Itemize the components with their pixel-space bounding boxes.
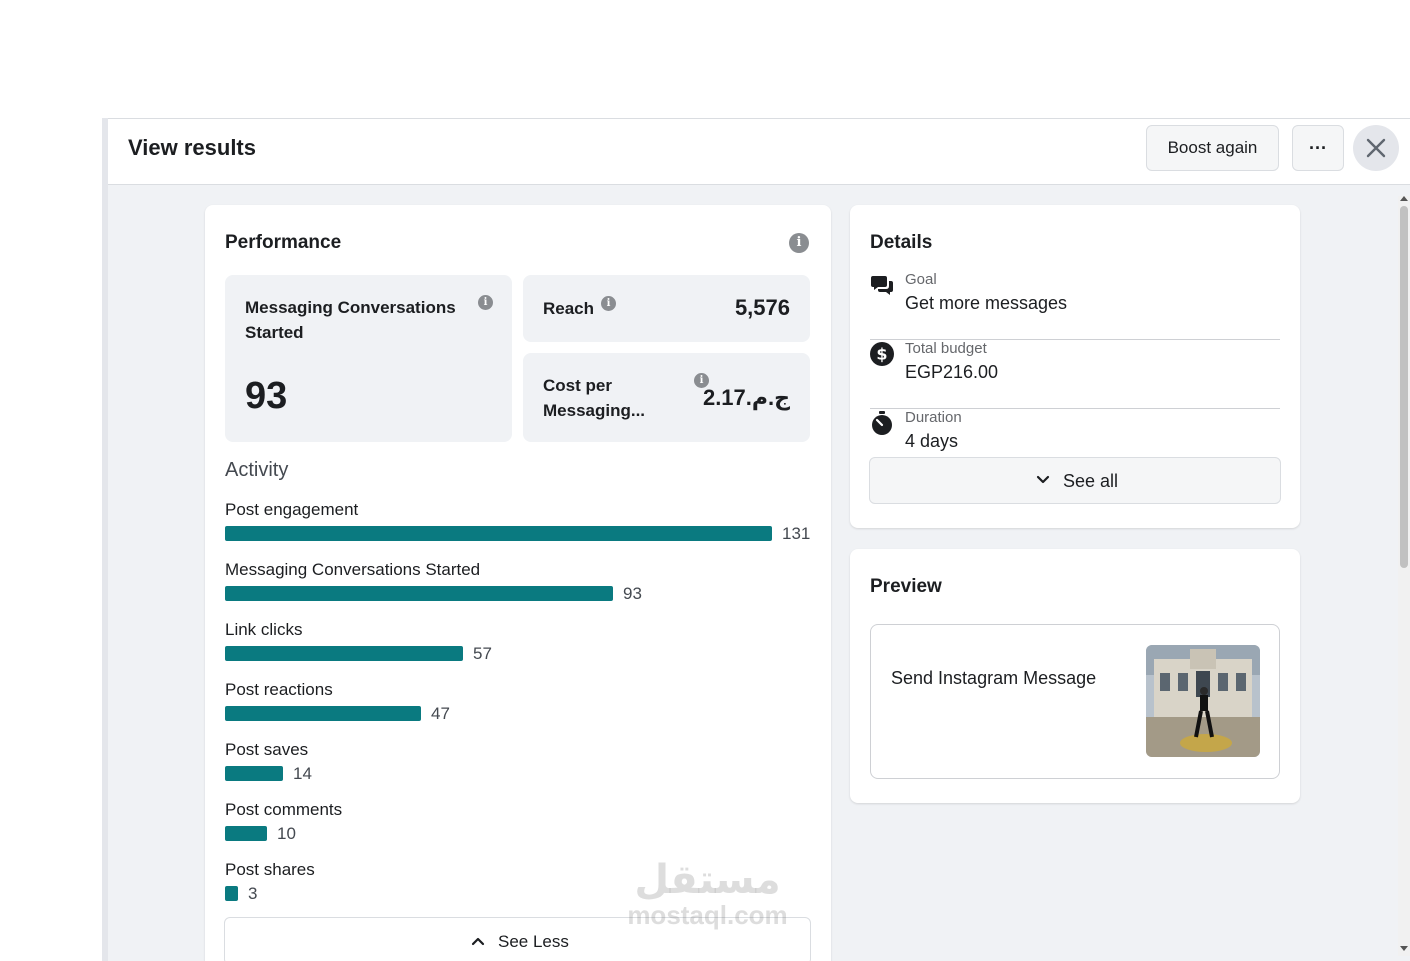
metric-value: 93 [245,375,288,417]
close-button[interactable] [1353,125,1399,171]
activity-row: Link clicks 57 [225,620,815,680]
activity-row: Post engagement 131 [225,500,815,560]
activity-row: Post saves 14 [225,740,815,800]
detail-value: EGP216.00 [905,362,999,382]
chat-bubbles-icon [871,276,893,295]
metric-label: Reach [543,299,595,318]
activity-bar [225,766,283,781]
activity-bar [225,706,421,721]
activity-row: Post reactions 47 [225,680,815,740]
see-all-button[interactable]: See all [869,457,1281,504]
info-icon[interactable]: i [601,296,616,311]
close-icon [1366,138,1386,158]
activity-label: Post saves [225,740,309,759]
scrollbar[interactable] [1398,196,1410,956]
activity-value: 14 [293,764,312,783]
activity-bar [225,586,613,601]
metric-label: Cost per Messaging... [543,376,646,420]
activity-value: 57 [473,644,492,663]
view-results-dialog: View results Boost again ··· Performance… [108,118,1410,961]
scroll-thumb[interactable] [1400,206,1408,568]
metric-value: 5,576 [734,295,790,320]
activity-value: 93 [623,584,642,603]
performance-card: Performance i Messaging Conversations St… [205,205,831,961]
see-all-label: See all [1063,471,1119,491]
info-icon[interactable]: i [789,233,809,253]
activity-bar [225,646,463,661]
metric-reach: Reach i 5,576 [523,275,810,342]
activity-title: Activity [225,459,289,481]
detail-value: 4 days [905,431,959,451]
detail-label: Total budget [905,340,987,357]
dollar-icon: $ [870,342,894,366]
activity-label: Link clicks [225,620,303,639]
background-page-edge [102,118,108,961]
activity-value: 131 [782,524,811,543]
detail-goal: Goal Get more messages [870,271,1280,340]
ad-thumbnail-image [1146,645,1260,757]
see-less-button[interactable]: See Less [224,917,811,961]
performance-title: Performance [225,232,342,253]
activity-bar [225,526,772,541]
metric-value: 2.17ج.م.‏ [702,385,790,410]
detail-total-budget: $ Total budget EGP216.00 [870,340,1280,409]
metric-label: Messaging Conversations Started [245,298,456,342]
activity-label: Messaging Conversations Started [225,560,481,579]
activity-bar [225,826,267,841]
details-card: Details Goal Get more messages $ Total b… [850,205,1300,528]
activity-label: Post shares [225,860,315,879]
dialog-header: View results Boost again ··· [108,119,1410,185]
scroll-down-arrow[interactable] [1400,946,1408,951]
activity-value: 47 [431,704,450,723]
metric-cost-per-messaging: Cost per Messaging... i 2.17ج.م.‏ [523,353,810,442]
scroll-up-arrow[interactable] [1400,196,1408,201]
preview-text: Send Instagram Message [891,668,1097,688]
stopwatch-icon [872,411,892,435]
detail-label: Goal [905,271,937,288]
activity-value: 3 [248,884,258,903]
activity-value: 10 [277,824,296,843]
info-icon[interactable]: i [478,295,493,310]
dialog-title: View results [128,135,256,160]
activity-label: Post comments [225,800,343,819]
svg-text:$: $ [876,345,887,364]
preview-card: Preview Send Instagram Message [850,549,1300,803]
more-options-button[interactable]: ··· [1292,125,1344,171]
activity-row: Post comments 10 [225,800,815,860]
preview-title: Preview [870,576,942,597]
activity-label: Post engagement [225,500,359,519]
activity-label: Post reactions [225,680,333,699]
activity-bar [225,886,238,901]
chevron-up-icon [471,937,485,946]
detail-duration: Duration 4 days [870,409,1280,478]
ad-preview[interactable]: Send Instagram Message [870,624,1280,779]
metric-messaging-conversations: Messaging Conversations Started i 93 [225,275,512,442]
activity-row: Post shares 3 [225,860,815,920]
boost-again-button[interactable]: Boost again [1146,125,1279,171]
details-title: Details [870,232,933,253]
info-icon[interactable]: i [694,373,709,388]
detail-value: Get more messages [905,293,1068,313]
detail-label: Duration [905,409,962,426]
chevron-down-icon [1036,475,1050,484]
activity-row: Messaging Conversations Started 93 [225,560,815,620]
see-less-label: See Less [498,932,569,951]
